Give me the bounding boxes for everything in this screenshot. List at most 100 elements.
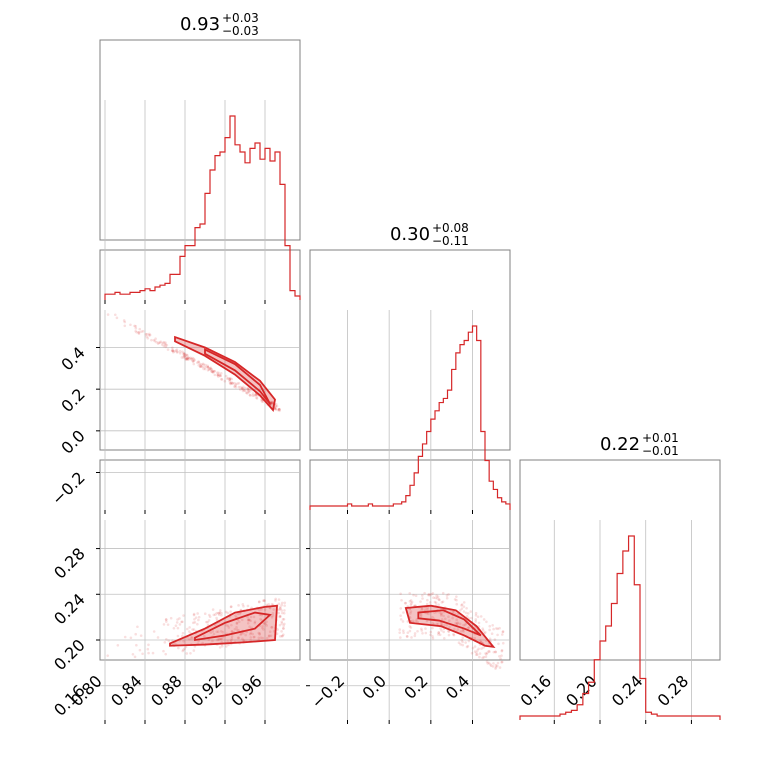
- point-p1-p3: [190, 635, 194, 639]
- point-p1-p2: [211, 371, 215, 374]
- point-p2-p3: [423, 591, 426, 595]
- point-p2-p3: [478, 652, 482, 655]
- point-p2-p3: [423, 608, 427, 612]
- point-p2-p3: [455, 618, 458, 622]
- point-p2-p3: [470, 616, 473, 620]
- point-p2-p3: [435, 596, 439, 600]
- contour-inner-p2-p3: [417, 609, 482, 637]
- point-p2-p3: [404, 601, 408, 605]
- point-p2-p3: [500, 654, 503, 657]
- point-p2-p3: [430, 593, 433, 596]
- point-p2-p3: [485, 660, 489, 663]
- point-p1-p3: [257, 631, 260, 635]
- point-p1-p2: [182, 353, 186, 356]
- point-p2-p3: [426, 598, 429, 602]
- point-p2-p3: [440, 601, 444, 604]
- point-p1-p2: [183, 354, 187, 358]
- point-p1-p2: [198, 362, 202, 366]
- point-p2-p3: [438, 633, 442, 637]
- point-p2-p3: [497, 642, 500, 646]
- point-p1-p2: [161, 341, 165, 345]
- point-p1-p3: [211, 608, 215, 611]
- point-p1-p3: [265, 603, 269, 607]
- point-p1-p2: [225, 377, 229, 380]
- point-p2-p3: [419, 612, 422, 616]
- point-p1-p2: [165, 343, 169, 347]
- contour-p1-p2: [174, 335, 276, 412]
- point-p1-p2: [246, 390, 250, 394]
- point-p1-p2: [220, 377, 223, 381]
- point-p1-p2: [123, 320, 127, 324]
- point-p1-p2: [182, 356, 185, 359]
- point-p2-p3: [460, 603, 464, 606]
- point-p1-p2: [192, 357, 195, 361]
- point-p1-p2: [229, 382, 232, 386]
- point-p2-p3: [471, 646, 475, 650]
- point-p1-p3: [174, 624, 178, 628]
- point-p1-p2: [234, 384, 237, 387]
- point-p2-p3: [398, 628, 402, 631]
- point-p2-p3: [465, 606, 468, 610]
- point-p1-p2: [158, 341, 162, 344]
- point-p1-p3: [235, 621, 239, 625]
- point-p1-p3: [272, 608, 276, 611]
- y-tick-label: −0.2: [48, 468, 89, 509]
- point-p1-p3: [257, 600, 261, 604]
- point-p2-p3: [409, 626, 413, 629]
- point-p2-p3: [412, 593, 415, 597]
- x-tick-label: 0.92: [187, 671, 226, 710]
- point-p1-p2: [278, 408, 281, 411]
- point-p1-p3: [193, 617, 196, 621]
- point-p1-p3: [172, 626, 176, 630]
- point-p2-p3: [409, 612, 412, 615]
- point-p2-p3: [452, 633, 455, 636]
- point-p1-p3: [176, 618, 179, 621]
- point-p1-p2: [137, 331, 140, 334]
- point-p2-p3: [441, 600, 445, 604]
- point-p2-p3: [474, 620, 477, 623]
- point-p1-p3: [270, 626, 273, 629]
- point-p1-p3: [147, 651, 150, 655]
- point-p1-p2: [242, 385, 245, 389]
- point-p2-p3: [421, 597, 424, 600]
- point-p1-p3: [279, 635, 282, 638]
- point-p1-p2: [178, 351, 182, 355]
- point-p1-p3: [188, 626, 191, 629]
- point-p1-p3: [241, 637, 244, 641]
- y-tick-label: 0.2: [57, 385, 88, 416]
- point-p2-p3: [429, 630, 433, 634]
- point-p1-p3: [162, 649, 165, 653]
- point-p2-p3: [484, 655, 488, 658]
- point-p2-p3: [438, 611, 441, 614]
- point-p1-p3: [188, 637, 191, 641]
- point-p1-p3: [280, 603, 283, 607]
- point-p1-p2: [155, 340, 158, 344]
- chart-marks: 0.80 0.84 0.88 0.92 0.96 −0.2 0.0 0.2 0.4 0.16 0.2…: [48, 100, 721, 724]
- x-tick-label: 0.88: [147, 671, 186, 710]
- point-p2-p3: [447, 593, 450, 596]
- point-p2-p3: [481, 627, 485, 630]
- point-p1-p2: [246, 388, 249, 391]
- point-p2-p3: [455, 598, 458, 602]
- point-p2-p3: [462, 610, 466, 613]
- point-p1-p2: [184, 353, 188, 357]
- point-p2-p3: [492, 627, 495, 631]
- point-p1-p2: [215, 371, 219, 375]
- point-p1-p2: [274, 407, 277, 411]
- point-p1-p3: [230, 623, 233, 627]
- point-p1-p2: [242, 388, 246, 392]
- point-p2-p3: [447, 615, 450, 619]
- point-p1-p2: [166, 348, 170, 351]
- point-p1-p3: [237, 604, 240, 607]
- point-p1-p3: [215, 616, 218, 620]
- point-p2-p3: [399, 636, 402, 639]
- point-p1-p3: [220, 644, 224, 648]
- point-p1-p3: [197, 618, 200, 622]
- point-p1-p2: [240, 387, 244, 391]
- point-p1-p3: [261, 599, 265, 602]
- point-p1-p2: [209, 366, 213, 370]
- point-p1-p3: [215, 618, 219, 622]
- point-p1-p2: [137, 331, 141, 334]
- point-p1-p3: [247, 618, 250, 622]
- point-p1-p3: [278, 623, 282, 627]
